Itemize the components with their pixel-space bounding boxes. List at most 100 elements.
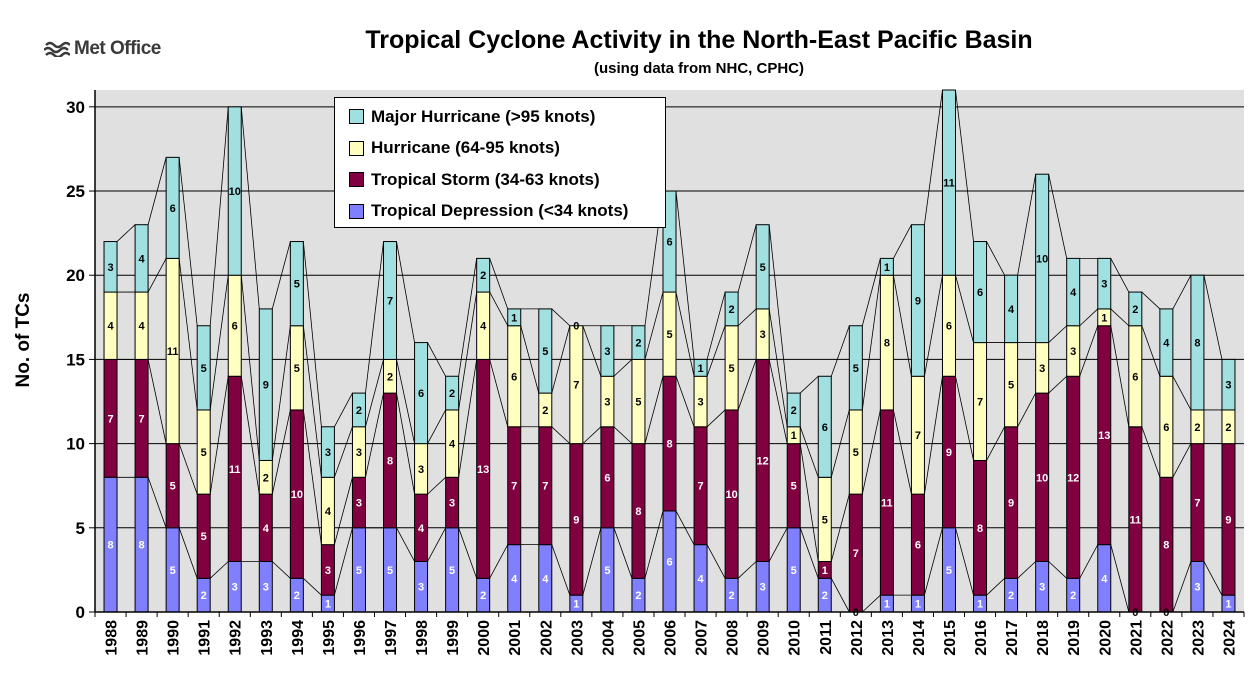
- data-label: 3: [418, 582, 424, 594]
- data-label: 7: [107, 413, 113, 425]
- series-connector-line: [1079, 308, 1099, 327]
- data-label: 1: [325, 599, 331, 611]
- series-connector-line: [582, 527, 602, 596]
- data-label: 3: [107, 262, 113, 274]
- series-connector-line: [861, 275, 881, 410]
- data-label: 4: [1008, 304, 1015, 316]
- series-connector-line: [892, 409, 912, 495]
- data-label: 4: [511, 573, 518, 585]
- data-label: 6: [170, 203, 176, 215]
- data-label: 3: [1194, 582, 1200, 594]
- series-connector-line: [489, 544, 509, 579]
- data-label: 4: [418, 523, 425, 535]
- data-label: 2: [1070, 590, 1076, 602]
- x-tick-label: 2019: [1066, 620, 1083, 656]
- data-label: 1: [573, 599, 579, 611]
- x-tick-label: 2020: [1097, 620, 1114, 656]
- data-label: 4: [449, 439, 456, 451]
- x-tick-label: 2013: [880, 620, 897, 656]
- data-label: 5: [791, 481, 797, 493]
- x-tick-label: 2004: [600, 620, 617, 656]
- bar-segment: [1097, 257, 1112, 310]
- x-tick-label: 1997: [383, 620, 400, 656]
- bar-segment: [941, 89, 956, 276]
- series-connector-line: [272, 561, 291, 579]
- x-tick-label: 2018: [1035, 620, 1052, 656]
- data-label: 5: [449, 565, 455, 577]
- data-label: 6: [822, 422, 828, 434]
- bar-segment: [879, 257, 894, 276]
- data-label: 8: [1194, 338, 1200, 350]
- data-label: 3: [697, 397, 703, 409]
- series-connector-line: [955, 376, 974, 461]
- series-connector-line: [706, 325, 726, 377]
- data-label: 11: [229, 464, 241, 476]
- series-connector-line: [1017, 561, 1036, 579]
- series-connector-line: [862, 594, 881, 613]
- series-connector-line: [365, 241, 384, 394]
- data-label: 4: [1163, 338, 1170, 350]
- x-tick-label: 1998: [414, 620, 431, 656]
- legend-swatch: [349, 172, 364, 188]
- series-connector-line: [768, 359, 788, 444]
- data-label: 12: [1067, 472, 1079, 484]
- data-label: 4: [697, 573, 704, 585]
- series-connector-line: [768, 527, 788, 562]
- series-connector-line: [955, 275, 974, 343]
- bar-segment: [476, 257, 491, 293]
- series-connector-line: [458, 292, 478, 410]
- data-label: 2: [356, 405, 362, 417]
- data-label: 5: [604, 565, 610, 577]
- series-connector-line: [830, 494, 850, 562]
- series-connector-line: [396, 359, 415, 444]
- bar-segment: [445, 375, 460, 411]
- series-connector-line: [240, 275, 260, 461]
- data-label: 4: [263, 523, 270, 535]
- data-label: 0: [1163, 607, 1169, 619]
- series-connector-line: [1017, 174, 1037, 276]
- bar-segment: [786, 392, 801, 428]
- series-connector-line: [1172, 275, 1192, 310]
- series-connector-line: [1141, 291, 1161, 310]
- data-label: 5: [170, 481, 176, 493]
- series-connector-line: [209, 106, 229, 326]
- x-tick-label: 2021: [1128, 620, 1145, 656]
- series-connector-line: [1110, 308, 1130, 327]
- bar-segment: [631, 325, 646, 360]
- series-connector-line: [675, 376, 695, 427]
- data-label: 6: [604, 472, 610, 484]
- bar-segment: [103, 241, 118, 293]
- series-connector-line: [737, 359, 757, 411]
- series-connector-line: [706, 291, 726, 360]
- data-label: 7: [573, 380, 579, 392]
- x-tick-label: 2001: [507, 620, 524, 656]
- chart-subtitle: (using data from NHC, CPHC): [594, 60, 804, 77]
- series-connector-line: [520, 325, 540, 394]
- data-label: 5: [635, 397, 641, 409]
- data-label: 10: [1036, 253, 1048, 265]
- data-label: 1: [1225, 599, 1231, 611]
- series-connector-line: [986, 578, 1005, 596]
- series-connector-line: [613, 426, 633, 444]
- series-connector-line: [116, 224, 136, 242]
- series-connector-line: [365, 393, 384, 478]
- legend-swatch: [349, 109, 364, 125]
- series-connector-line: [830, 325, 850, 377]
- data-label: 9: [573, 514, 579, 526]
- data-label: 5: [294, 279, 300, 291]
- data-label: 10: [725, 489, 737, 501]
- bar-segment: [973, 241, 988, 344]
- bar-segment: [600, 325, 615, 377]
- series-connector-line: [458, 359, 478, 478]
- x-tick-label: 1995: [321, 620, 338, 656]
- legend-label: Major Hurricane (>95 knots): [371, 106, 596, 126]
- series-connector-line: [489, 359, 509, 427]
- data-label: 0: [1132, 607, 1138, 619]
- bar-segment: [1128, 291, 1143, 327]
- data-label: 4: [1070, 287, 1077, 299]
- data-label: 9: [915, 295, 921, 307]
- data-label: 5: [822, 514, 828, 526]
- data-label: 6: [232, 321, 238, 333]
- data-label: 1: [884, 262, 890, 274]
